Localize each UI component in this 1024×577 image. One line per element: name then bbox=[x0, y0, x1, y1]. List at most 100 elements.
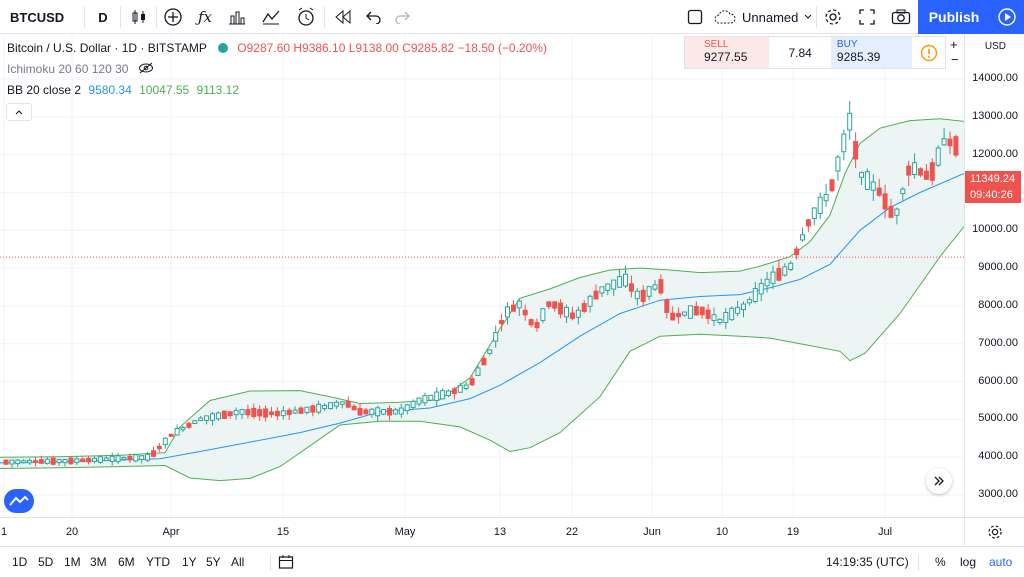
bar-chart-icon[interactable] bbox=[222, 0, 252, 34]
candle-body bbox=[499, 320, 505, 325]
undo-icon[interactable] bbox=[360, 0, 388, 34]
price-axis[interactable]: USD 14000.0013000.0012000.0011000.001000… bbox=[964, 35, 1024, 517]
candle-body bbox=[947, 138, 953, 147]
scroll-to-realtime-button[interactable] bbox=[926, 468, 952, 494]
candle-body bbox=[375, 407, 381, 417]
candle-body bbox=[357, 408, 363, 416]
camera-icon[interactable] bbox=[886, 0, 916, 34]
candle-body bbox=[233, 409, 239, 416]
range-button[interactable]: 3M bbox=[90, 555, 107, 569]
candle-body bbox=[44, 458, 50, 464]
price-axis-label: 4000.00 bbox=[978, 450, 1018, 463]
candle-body bbox=[115, 455, 121, 463]
candle-body bbox=[682, 311, 687, 316]
bb-basis-value: 9580.34 bbox=[88, 83, 132, 97]
range-button[interactable]: All bbox=[231, 555, 245, 569]
candle-body bbox=[21, 460, 27, 464]
square-icon[interactable] bbox=[682, 0, 708, 34]
replay-icon[interactable] bbox=[328, 0, 358, 34]
bb-legend[interactable]: BB 20 close 2 9580.34 10047.55 9113.12 bbox=[7, 83, 239, 97]
candle-body bbox=[9, 459, 15, 465]
fullscreen-icon[interactable] bbox=[852, 0, 882, 34]
candle-body bbox=[410, 400, 416, 408]
tradingview-logo-icon[interactable] bbox=[4, 489, 34, 513]
candle-body bbox=[782, 266, 788, 276]
price-axis-label: 8000.00 bbox=[978, 298, 1018, 311]
symbol-title[interactable]: Bitcoin / U.S. Dollar · 1D · BITSTAMP bbox=[7, 41, 207, 55]
candle-body bbox=[192, 420, 198, 425]
candle-body bbox=[251, 407, 257, 417]
alarm-icon[interactable] bbox=[290, 0, 322, 34]
price-axis-label: 5000.00 bbox=[978, 412, 1018, 425]
ohlc-high: H9386.10 bbox=[293, 41, 346, 55]
candle-body bbox=[422, 395, 428, 404]
candle-body bbox=[198, 417, 204, 421]
percent-toggle[interactable]: % bbox=[935, 555, 946, 569]
candle-body bbox=[575, 309, 581, 318]
time-axis[interactable]: 1 20 Apr 15 May 13 22 Jun 10 19 Jul bbox=[0, 517, 964, 545]
info-warning-icon[interactable] bbox=[912, 37, 945, 68]
candle-body bbox=[186, 422, 192, 428]
candle-body bbox=[564, 306, 569, 318]
interval-button[interactable]: D bbox=[98, 9, 108, 25]
candle-body bbox=[528, 319, 534, 326]
range-button[interactable]: 6M bbox=[118, 555, 135, 569]
price-chart[interactable] bbox=[0, 35, 964, 517]
range-button[interactable]: 5Y bbox=[206, 555, 221, 569]
candle-body bbox=[894, 208, 900, 216]
candle-body bbox=[180, 426, 186, 431]
candle-body bbox=[941, 138, 947, 146]
candle-body bbox=[162, 437, 168, 446]
eye-off-icon[interactable] bbox=[138, 62, 154, 74]
candle-body bbox=[257, 409, 263, 417]
publish-button[interactable]: Publish bbox=[918, 0, 990, 34]
candle-body bbox=[776, 267, 782, 281]
sell-button[interactable]: SELL 9277.55 bbox=[685, 37, 770, 68]
candles-icon[interactable] bbox=[124, 0, 154, 34]
candle-body bbox=[339, 401, 345, 405]
layout-menu-button[interactable]: Unnamed bbox=[714, 0, 814, 34]
candle-body bbox=[50, 457, 56, 465]
date-range-icon[interactable] bbox=[278, 554, 294, 575]
redo-icon[interactable] bbox=[388, 0, 416, 34]
range-button[interactable]: 5D bbox=[38, 555, 54, 569]
candle-body bbox=[92, 457, 97, 462]
log-toggle[interactable]: log bbox=[960, 555, 977, 569]
plus-circle-icon[interactable] bbox=[158, 0, 188, 34]
range-button[interactable]: YTD bbox=[146, 555, 170, 569]
ohlc-change: −18.50 (−0.20%) bbox=[457, 41, 547, 55]
candle-body bbox=[215, 412, 221, 420]
time-axis-label: Jun bbox=[643, 526, 661, 538]
candle-body bbox=[404, 404, 410, 412]
candle-body bbox=[451, 388, 457, 395]
candle-body bbox=[121, 457, 127, 460]
compare-icon[interactable] bbox=[256, 0, 286, 34]
candle-body bbox=[540, 308, 546, 322]
zoom-out-button[interactable]: − bbox=[951, 52, 959, 67]
candle-body bbox=[363, 409, 369, 415]
candle-body bbox=[646, 286, 652, 297]
candles-group bbox=[3, 101, 959, 468]
axis-settings[interactable] bbox=[964, 517, 1024, 545]
gear-icon[interactable] bbox=[818, 0, 848, 34]
range-button[interactable]: 1D bbox=[12, 555, 28, 569]
ichimoku-legend[interactable]: Ichimoku 20 60 120 30 bbox=[7, 62, 154, 76]
candle-body bbox=[80, 458, 86, 463]
auto-toggle[interactable]: auto bbox=[989, 555, 1013, 569]
collapse-legend-button[interactable] bbox=[6, 103, 32, 121]
buy-button[interactable]: BUY 9285.39 bbox=[830, 37, 913, 68]
candle-body bbox=[156, 445, 162, 450]
play-icon[interactable] bbox=[990, 0, 1024, 34]
utc-clock[interactable]: 14:19:35 (UTC) bbox=[826, 555, 909, 569]
range-button[interactable]: 1M bbox=[64, 555, 81, 569]
candle-body bbox=[953, 136, 959, 156]
candle-body bbox=[841, 133, 847, 153]
symbol-search-button[interactable]: BTCUSD bbox=[10, 9, 65, 25]
spread-value: 7.84 bbox=[788, 45, 812, 60]
candle-body bbox=[664, 299, 670, 313]
zoom-in-button[interactable]: + bbox=[950, 37, 958, 52]
range-button[interactable]: 1Y bbox=[182, 555, 197, 569]
candle-body bbox=[292, 409, 298, 414]
fx-icon[interactable]: ƒx bbox=[197, 8, 212, 26]
